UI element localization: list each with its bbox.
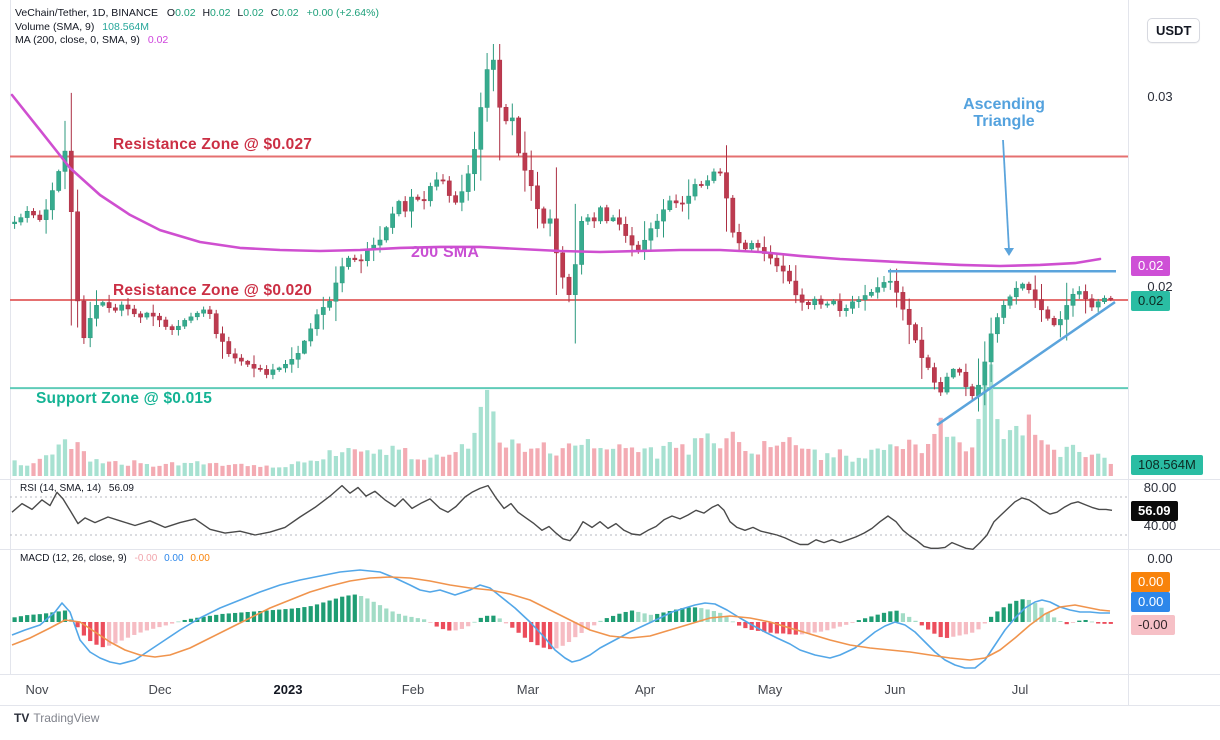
high-value: 0.02	[210, 7, 231, 19]
low-value: 0.02	[243, 7, 264, 19]
rsi-value: 56.09	[108, 483, 134, 494]
tradingview-watermark[interactable]: TV TradingView	[14, 711, 99, 725]
price-axis-label: 0.03	[1147, 89, 1173, 104]
chart-canvas[interactable]	[0, 0, 1220, 710]
rsi-legend[interactable]: RSI (14, SMA, 14) 56.09	[20, 483, 134, 494]
macd-label: MACD (12, 26, close, 9)	[20, 553, 127, 564]
macd-line-value: 0.00	[164, 553, 184, 564]
ascending-triangle-label-line2: Triangle	[973, 113, 1035, 130]
symbol-title[interactable]: VeChain/Tether, 1D, BINANCE	[15, 7, 158, 19]
rsi-label: RSI (14, SMA, 14)	[20, 483, 102, 494]
tradingview-name: TradingView	[33, 711, 100, 725]
macd-signal-value: 0.00	[190, 553, 210, 564]
open-value: 0.02	[175, 7, 196, 19]
volume-value: 108.564M	[102, 20, 149, 33]
macd-signal-line[interactable]	[11, 576, 1111, 661]
price-axis-label: 0.02	[1147, 279, 1173, 294]
ma-legend-row[interactable]: MA (200, close, 0, SMA, 9) 0.02	[15, 34, 379, 48]
time-axis-label: Feb	[401, 682, 425, 697]
ascending-triangle-label[interactable]: Ascending Triangle	[944, 96, 1064, 130]
time-axis-label: Jul	[1011, 682, 1029, 697]
close-label: C	[270, 7, 279, 19]
time-axis-label: Jun	[884, 682, 906, 697]
close-value: 0.02	[278, 7, 299, 19]
price-axis-label: 0.00	[1147, 551, 1173, 566]
time-axis-label: 2023	[273, 682, 303, 697]
chart-legend[interactable]: VeChain/Tether, 1D, BINANCE O0.02 H0.02 …	[15, 7, 379, 48]
currency-toggle-button[interactable]: USDT	[1147, 18, 1201, 43]
symbol-legend-row[interactable]: VeChain/Tether, 1D, BINANCE O0.02 H0.02 …	[15, 7, 379, 21]
sma-200-line[interactable]	[10, 93, 1102, 268]
time-axis-label: Dec	[148, 682, 172, 697]
macd-legend[interactable]: MACD (12, 26, close, 9) -0.00 0.00 0.00	[20, 553, 210, 564]
high-label: H	[202, 7, 211, 19]
resistance-lower-label[interactable]: Resistance Zone @ $0.020	[113, 282, 313, 299]
rsi-line[interactable]	[11, 484, 1113, 550]
tradingview-logo-icon: TV	[14, 711, 30, 725]
triangle-rising-line[interactable]	[936, 301, 1116, 427]
volume-bars	[12, 364, 1113, 476]
support-zone-label[interactable]: Support Zone @ $0.015	[36, 390, 213, 407]
ma-value: 0.02	[147, 34, 169, 46]
macd-line[interactable]	[11, 569, 1110, 669]
low-label: L	[237, 7, 244, 19]
volume-label: Volume (SMA, 9)	[15, 20, 95, 33]
change-value: +0.00 (+2.64%)	[306, 7, 379, 19]
ascending-triangle-label-line1: Ascending	[963, 96, 1045, 113]
price-axis-label: 40.00	[1143, 518, 1177, 533]
price-axis-badge: 0.02	[1131, 256, 1171, 276]
time-axis-label: Nov	[25, 682, 49, 697]
ma-label: MA (200, close, 0, SMA, 9)	[15, 34, 140, 46]
resistance-upper-label[interactable]: Resistance Zone @ $0.027	[113, 136, 313, 153]
time-axis-label: Mar	[516, 682, 540, 697]
macd-histogram	[12, 594, 1113, 650]
sma-200-label[interactable]: 200 SMA	[411, 244, 480, 261]
time-axis-label: Apr	[634, 682, 656, 697]
price-axis-badge: 108.564M	[1131, 455, 1203, 475]
annotation-arrow[interactable]	[1002, 139, 1010, 251]
candles	[12, 44, 1114, 412]
price-axis-label: 80.00	[1143, 480, 1177, 495]
time-axis-label: May	[757, 682, 783, 697]
price-axis-badge: 56.09	[1131, 501, 1178, 521]
price-axis-badge: 0.00	[1131, 572, 1171, 592]
macd-hist-value: -0.00	[134, 553, 158, 564]
open-label: O	[166, 7, 176, 19]
price-axis-badge: 0.00	[1131, 592, 1171, 612]
annotation-arrowhead-icon	[1004, 248, 1014, 256]
price-axis-badge: 0.02	[1131, 291, 1171, 311]
volume-legend-row[interactable]: Volume (SMA, 9) 108.564M	[15, 21, 379, 35]
price-axis-badge: -0.00	[1131, 615, 1175, 635]
